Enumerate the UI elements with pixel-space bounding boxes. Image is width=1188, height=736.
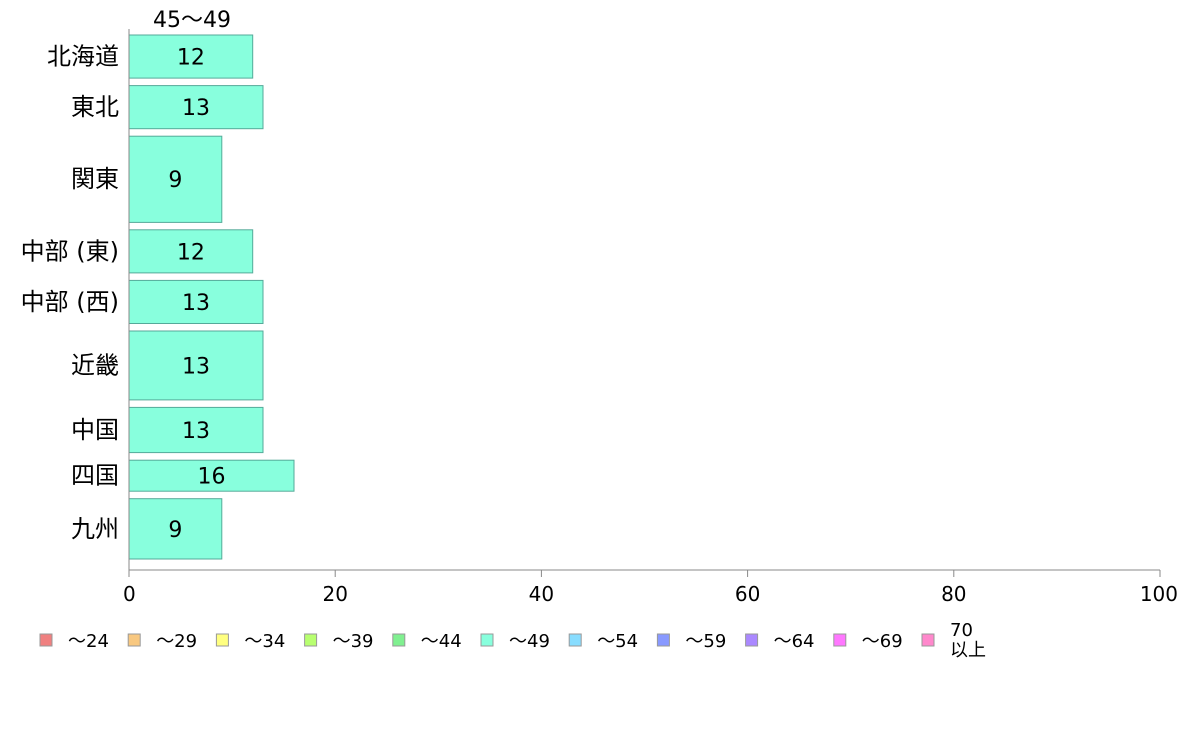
bar	[128, 34, 254, 79]
category-label: 北海道	[47, 43, 119, 71]
x-tick-label: 0	[123, 582, 136, 606]
bar	[128, 330, 264, 401]
category-label: 近畿	[71, 352, 119, 380]
bar	[128, 279, 264, 324]
category-label: 関東	[71, 165, 119, 193]
x-tick-label: 80	[941, 582, 966, 606]
category-label: 四国	[71, 462, 119, 490]
legend-label: 〜39	[333, 631, 374, 652]
x-tick-label: 20	[322, 582, 347, 606]
bar	[128, 85, 264, 130]
data-label: 13	[182, 355, 210, 380]
data-label: 13	[182, 291, 210, 316]
legend-label: 〜59	[685, 631, 726, 652]
data-label: 9	[168, 168, 182, 193]
legend-label: 〜24	[68, 631, 109, 652]
bar-rows: 北海道 12 東北 13 関東 9 中部 (東) 12 中部 (西) 13 近畿 13 中国 13 四国 16…	[21, 34, 295, 560]
legend-swatch	[833, 633, 847, 647]
legend: 〜24 〜29 〜34 〜39 〜44 〜49 〜54 〜59 〜64 〜69 70 以上	[39, 620, 986, 661]
legend-swatch	[39, 633, 53, 647]
legend-swatch	[480, 633, 494, 647]
legend-swatch	[304, 633, 318, 647]
data-label: 13	[182, 419, 210, 444]
data-label: 12	[177, 46, 205, 71]
legend-label: 〜34	[244, 631, 285, 652]
x-tick-label: 100	[1140, 582, 1178, 606]
category-label: 中部 (西)	[21, 288, 119, 316]
bar	[128, 135, 223, 223]
data-label: 12	[177, 240, 205, 265]
category-label: 九州	[71, 515, 119, 543]
x-axis: 0 20 40 60 80 100	[123, 29, 1178, 606]
column-header: 45〜49	[153, 8, 231, 33]
data-label: 13	[182, 96, 210, 121]
bar	[128, 406, 264, 454]
legend-label: 〜54	[597, 631, 638, 652]
legend-label: 〜29	[156, 631, 197, 652]
legend-label: 〜69	[862, 631, 903, 652]
legend-swatch	[656, 633, 670, 647]
category-label: 中部 (東)	[21, 237, 119, 265]
category-label: 中国	[71, 416, 119, 444]
legend-swatch	[127, 633, 141, 647]
legend-label: 〜44	[421, 631, 462, 652]
legend-swatch	[215, 633, 229, 647]
bar	[128, 229, 254, 274]
category-label: 東北	[71, 93, 119, 121]
legend-label: 70 以上	[950, 620, 986, 661]
legend-swatch	[745, 633, 759, 647]
legend-label: 〜49	[509, 631, 550, 652]
data-label: 9	[168, 518, 182, 543]
legend-swatch	[392, 633, 406, 647]
x-tick-label: 40	[529, 582, 554, 606]
legend-swatch	[568, 633, 582, 647]
legend-label: 〜64	[774, 631, 815, 652]
legend-swatch	[921, 633, 935, 647]
x-tick-label: 60	[735, 582, 760, 606]
data-label: 16	[198, 465, 226, 490]
